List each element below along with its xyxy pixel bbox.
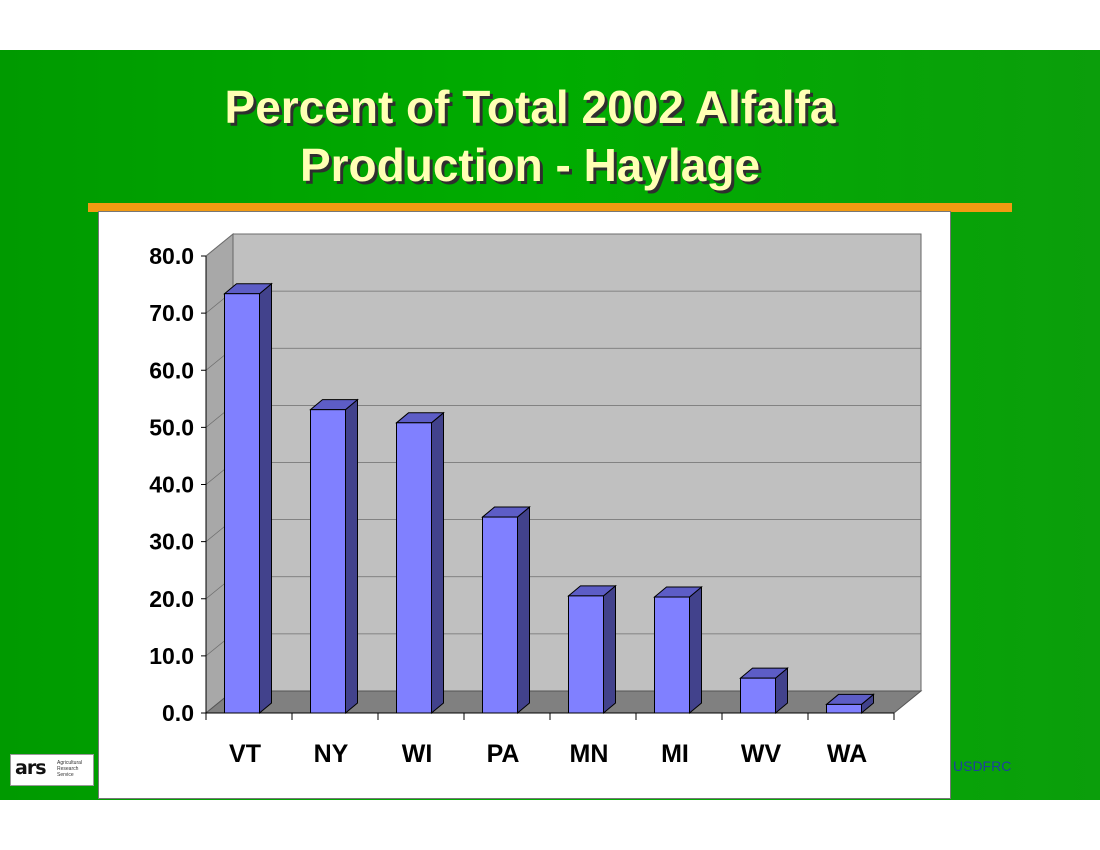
bar-side <box>689 585 702 715</box>
gridline <box>205 233 921 257</box>
y-tick-label: 60.0 <box>149 357 194 383</box>
ars-logo-mark: ars <box>15 757 47 779</box>
bar-mn <box>567 584 617 715</box>
bar-side <box>259 282 272 715</box>
title-line-1: Percent of Total 2002 Alfalfa <box>224 81 836 133</box>
bar-front <box>568 595 604 714</box>
bar-side <box>431 411 444 715</box>
bar-side <box>603 584 616 715</box>
bar-wv <box>739 667 789 715</box>
x-tick-label: MI <box>661 740 689 768</box>
bar-side <box>345 398 358 715</box>
ars-logo-text: Agricultural Research Service <box>57 760 82 778</box>
logo-line-2: Research <box>57 766 79 772</box>
logo-line-3: Service <box>57 772 74 778</box>
logo-line-1: Agricultural <box>57 760 83 766</box>
bar-front <box>310 409 346 714</box>
bar-chart: 0.0 10.0 20.0 30.0 40.0 50.0 60.0 70.0 80.0 VT NY W… <box>149 232 923 768</box>
bar-vt <box>223 282 273 715</box>
bar-front <box>826 703 862 714</box>
bar-wi <box>395 411 445 715</box>
x-tick-label: MN <box>570 740 609 768</box>
bars <box>223 282 875 715</box>
y-tick-label: 10.0 <box>149 643 194 669</box>
chart-container: 0.0 10.0 20.0 30.0 40.0 50.0 60.0 70.0 80.0 VT NY W… <box>98 211 951 799</box>
x-tick-label: PA <box>487 740 520 768</box>
bar-front <box>482 516 518 714</box>
y-tick-label: 20.0 <box>149 586 194 612</box>
x-tick-label: WA <box>827 740 867 768</box>
y-tick-label: 0.0 <box>162 700 194 726</box>
bar-front <box>654 596 690 714</box>
y-tick-label: 30.0 <box>149 529 194 555</box>
bar-front <box>740 677 776 714</box>
bar-ny <box>309 398 359 715</box>
x-tick-label: WI <box>402 740 433 768</box>
title-line-2: Production - Haylage <box>299 139 761 191</box>
y-tick-label: 80.0 <box>149 243 194 269</box>
x-tick-label: WV <box>741 740 782 768</box>
y-tick-label: 40.0 <box>149 472 194 498</box>
ars-logo: ars Agricultural Research Service <box>10 754 94 786</box>
bar-front <box>224 293 260 714</box>
bar-pa <box>481 505 531 715</box>
x-tick-label: NY <box>314 740 349 768</box>
y-tick-label: 70.0 <box>149 300 194 326</box>
bar-side <box>517 505 530 715</box>
title-underline <box>88 203 1012 212</box>
bar-mi <box>653 585 703 715</box>
slide-title: Percent of Total 2002 Alfalfa Production… <box>0 78 1060 194</box>
y-tick-label: 50.0 <box>149 414 194 440</box>
bar-front <box>396 422 432 714</box>
x-tick-label: VT <box>229 740 261 768</box>
bar-wa <box>825 693 875 715</box>
footer-credit: USDFRC <box>953 758 1012 774</box>
